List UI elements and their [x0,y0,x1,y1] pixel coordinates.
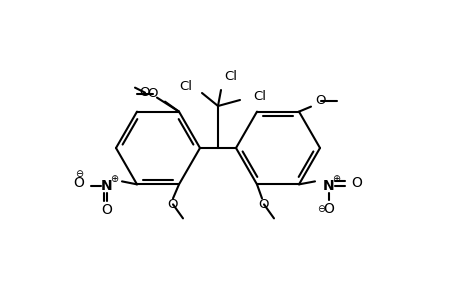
Text: ⊕: ⊕ [331,174,339,184]
Text: O: O [258,198,269,211]
Text: O: O [101,203,112,218]
Text: O: O [351,176,362,190]
Text: O: O [323,202,334,216]
Text: O: O [147,87,158,100]
Text: O: O [168,198,178,211]
Text: N: N [101,179,112,194]
Text: Cl: Cl [224,70,237,83]
Text: ⊖: ⊖ [75,169,83,179]
Text: O: O [73,176,84,190]
Text: O: O [315,94,325,107]
Text: O: O [140,86,150,99]
Text: Cl: Cl [253,89,266,103]
Text: N: N [323,179,334,194]
Text: ⊕: ⊕ [110,174,118,184]
Text: ⊖: ⊖ [316,204,325,214]
Text: Cl: Cl [179,80,192,92]
